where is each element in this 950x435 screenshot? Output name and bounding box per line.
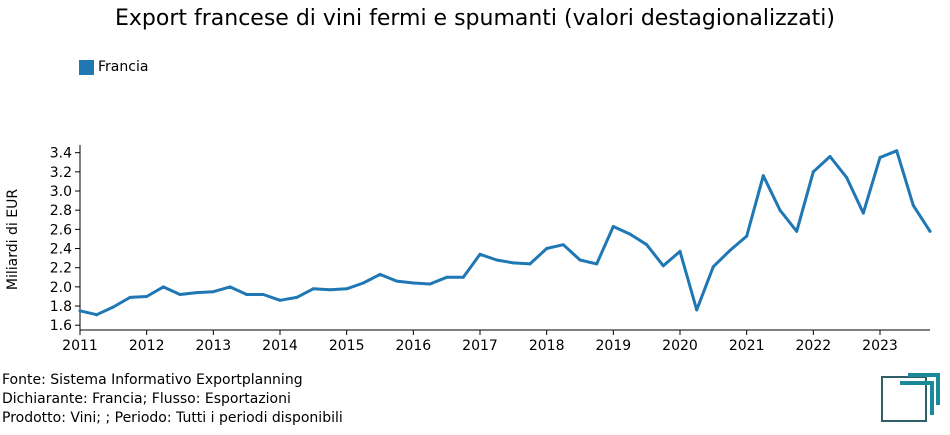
data-point (178, 293, 182, 296)
y-tick-label: 2.8 (50, 203, 72, 219)
data-point (411, 281, 415, 285)
data-point (95, 313, 99, 317)
data-point (428, 282, 432, 286)
data-point (311, 287, 315, 291)
data-point (511, 261, 515, 265)
data-point (661, 264, 665, 268)
exportplanning-logo-icon (881, 373, 940, 422)
x-tick-label: 2012 (129, 338, 165, 354)
x-tick-label: 2011 (62, 338, 98, 354)
data-point (611, 225, 615, 228)
data-point (378, 272, 382, 276)
y-axis-label: Miliardi di EUR (5, 189, 21, 290)
data-point (545, 247, 549, 250)
data-point (678, 249, 682, 253)
x-tick-label: 2014 (262, 338, 298, 354)
y-tick-label: 2.0 (50, 280, 72, 296)
data-point (845, 176, 849, 180)
data-point (345, 287, 349, 291)
y-tick-label: 3.4 (50, 146, 72, 162)
data-point (211, 290, 215, 294)
y-tick-label: 1.6 (50, 318, 72, 334)
legend-label-francia: Francia (98, 59, 149, 75)
data-point (78, 309, 82, 313)
x-tick-label: 2019 (596, 338, 632, 354)
data-point (145, 295, 149, 298)
logo-arrow-outer (900, 381, 934, 415)
legend: Francia (79, 59, 148, 75)
data-point (195, 291, 199, 295)
data-point (711, 265, 715, 269)
data-point (278, 298, 282, 302)
data-point (861, 211, 865, 215)
data-point (828, 155, 832, 158)
data-point (895, 149, 899, 153)
data-point (295, 295, 299, 299)
y-tick-label: 2.6 (50, 222, 72, 238)
data-point (578, 258, 582, 262)
data-point (228, 285, 232, 289)
series-line-francia (78, 149, 932, 317)
x-tick-label: 2021 (729, 338, 765, 354)
data-point (928, 229, 932, 233)
data-point (395, 279, 399, 283)
x-tick-label: 2018 (529, 338, 565, 354)
data-point (445, 275, 449, 279)
y-tick-label: 3.2 (50, 165, 72, 181)
y-tick-label: 2.4 (50, 242, 72, 258)
footer-product: Prodotto: Vini; ; Periodo: Tutti i perio… (2, 410, 343, 426)
data-point (261, 293, 265, 296)
footer-declarant: Dichiarante: Francia; Flusso: Esportazio… (2, 391, 291, 407)
data-point (695, 308, 699, 312)
source-footer: Fonte: Sistema Informativo Exportplannin… (2, 371, 343, 428)
data-point (595, 262, 599, 266)
x-tick-label: 2017 (462, 338, 498, 354)
data-point (728, 248, 732, 252)
y-tick-label: 2.2 (50, 261, 72, 277)
data-point (361, 281, 365, 285)
data-point (328, 288, 332, 292)
x-tick-label: 2016 (396, 338, 432, 354)
logo-frame (881, 376, 927, 422)
data-point (245, 293, 249, 296)
y-tick-label: 3.0 (50, 184, 72, 200)
line-chart: 1.6 1.8 2.0 2.2 2.4 2.6 2.8 3.0 3.2 3.4 2011 2012 20… (5, 145, 932, 354)
data-point (745, 234, 749, 238)
data-point (761, 174, 765, 178)
legend-swatch-francia (79, 59, 94, 75)
x-tick-label: 2023 (862, 338, 898, 354)
data-point (128, 295, 132, 299)
x-tick-label: 2015 (329, 338, 365, 354)
data-point (528, 262, 532, 266)
data-point (111, 305, 115, 309)
data-point (478, 252, 482, 256)
y-tick-label: 1.8 (50, 299, 72, 315)
data-point (628, 232, 632, 236)
data-point (461, 275, 465, 279)
data-point (161, 285, 165, 289)
logo-arrow-inner (908, 373, 940, 405)
data-point (645, 243, 649, 247)
data-point (911, 203, 915, 207)
x-tick-label: 2022 (796, 338, 832, 354)
x-tick-label: 2013 (196, 338, 232, 354)
data-point (495, 258, 499, 262)
chart-title: Export francese di vini fermi e spumanti… (114, 6, 836, 31)
data-point (795, 229, 799, 233)
footer-source: Fonte: Sistema Informativo Exportplannin… (2, 372, 303, 388)
data-point (561, 243, 565, 247)
x-tick-label: 2020 (662, 338, 698, 354)
data-point (878, 156, 882, 159)
data-point (778, 208, 782, 212)
data-point (811, 170, 815, 174)
